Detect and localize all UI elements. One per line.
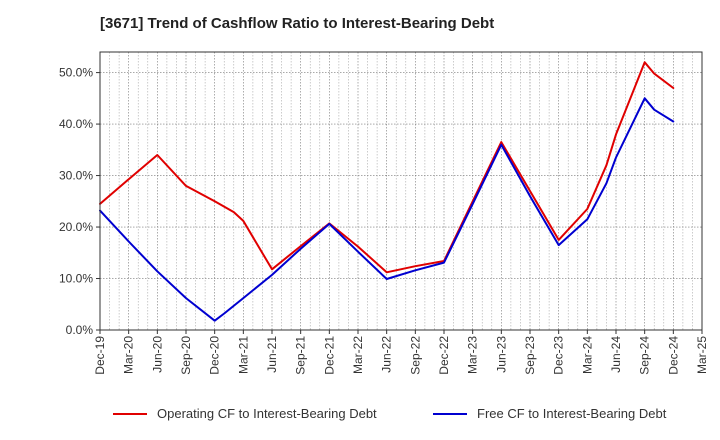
x-tick-label: Jun-24 — [609, 336, 623, 373]
x-tick-label: Mar-20 — [122, 336, 136, 374]
x-tick-label: Mar-25 — [695, 336, 709, 374]
y-axis-ticks: 0.0% 10.0% 20.0% 30.0% 40.0% 50.0% — [59, 66, 100, 337]
legend-label-free-cf: Free CF to Interest-Bearing Debt — [477, 406, 667, 421]
x-tick-label: Sep-24 — [638, 336, 652, 375]
y-tick-label: 30.0% — [59, 169, 93, 183]
x-tick-label: Sep-22 — [408, 336, 422, 375]
x-tick-label: Sep-21 — [294, 336, 308, 375]
x-tick-label: Jun-21 — [265, 336, 279, 373]
x-tick-label: Dec-24 — [666, 336, 680, 375]
plot-frame — [99, 51, 703, 331]
y-tick-label: 20.0% — [59, 220, 93, 234]
series-line-free-cf — [99, 97, 675, 322]
x-tick-label: Mar-24 — [580, 336, 594, 374]
x-tick-label: Sep-20 — [179, 336, 193, 375]
series-lines — [99, 61, 675, 322]
x-tick-label: Mar-23 — [466, 336, 480, 374]
x-tick-label: Jun-20 — [150, 336, 164, 373]
plot-background — [100, 52, 702, 330]
legend-swatch-free-cf — [433, 412, 467, 415]
legend-item-free-cf: Free CF to Interest-Bearing Debt — [433, 406, 666, 421]
legend-item-operating-cf: Operating CF to Interest-Bearing Debt — [113, 406, 377, 421]
series-line-operating-cf — [99, 61, 675, 274]
x-tick-label: Mar-21 — [236, 336, 250, 374]
x-tick-label: Jun-22 — [380, 336, 394, 373]
y-tick-label: 50.0% — [59, 66, 93, 80]
legend-label-operating-cf: Operating CF to Interest-Bearing Debt — [157, 406, 377, 421]
x-tick-label: Dec-21 — [322, 336, 336, 375]
x-tick-label: Mar-22 — [351, 336, 365, 374]
legend: Operating CF to Interest-Bearing Debt Fr… — [0, 400, 720, 430]
x-tick-label: Dec-23 — [552, 336, 566, 375]
chart-title: [3671] Trend of Cashflow Ratio to Intere… — [100, 15, 495, 32]
y-tick-label: 10.0% — [59, 272, 93, 286]
x-tick-label: Dec-22 — [437, 336, 451, 375]
x-tick-label: Dec-20 — [208, 336, 222, 375]
grid-lines — [99, 52, 703, 330]
y-tick-label: 0.0% — [66, 323, 94, 337]
x-axis-ticks: Dec-19 Mar-20 Jun-20 Sep-20 Dec-20 Mar-21 Jun-… — [93, 330, 709, 375]
legend-swatch-operating-cf — [113, 412, 147, 415]
x-tick-label: Sep-23 — [523, 336, 537, 375]
x-tick-label: Jun-23 — [494, 336, 508, 373]
y-tick-label: 40.0% — [59, 117, 93, 131]
x-tick-label: Dec-19 — [93, 336, 107, 375]
